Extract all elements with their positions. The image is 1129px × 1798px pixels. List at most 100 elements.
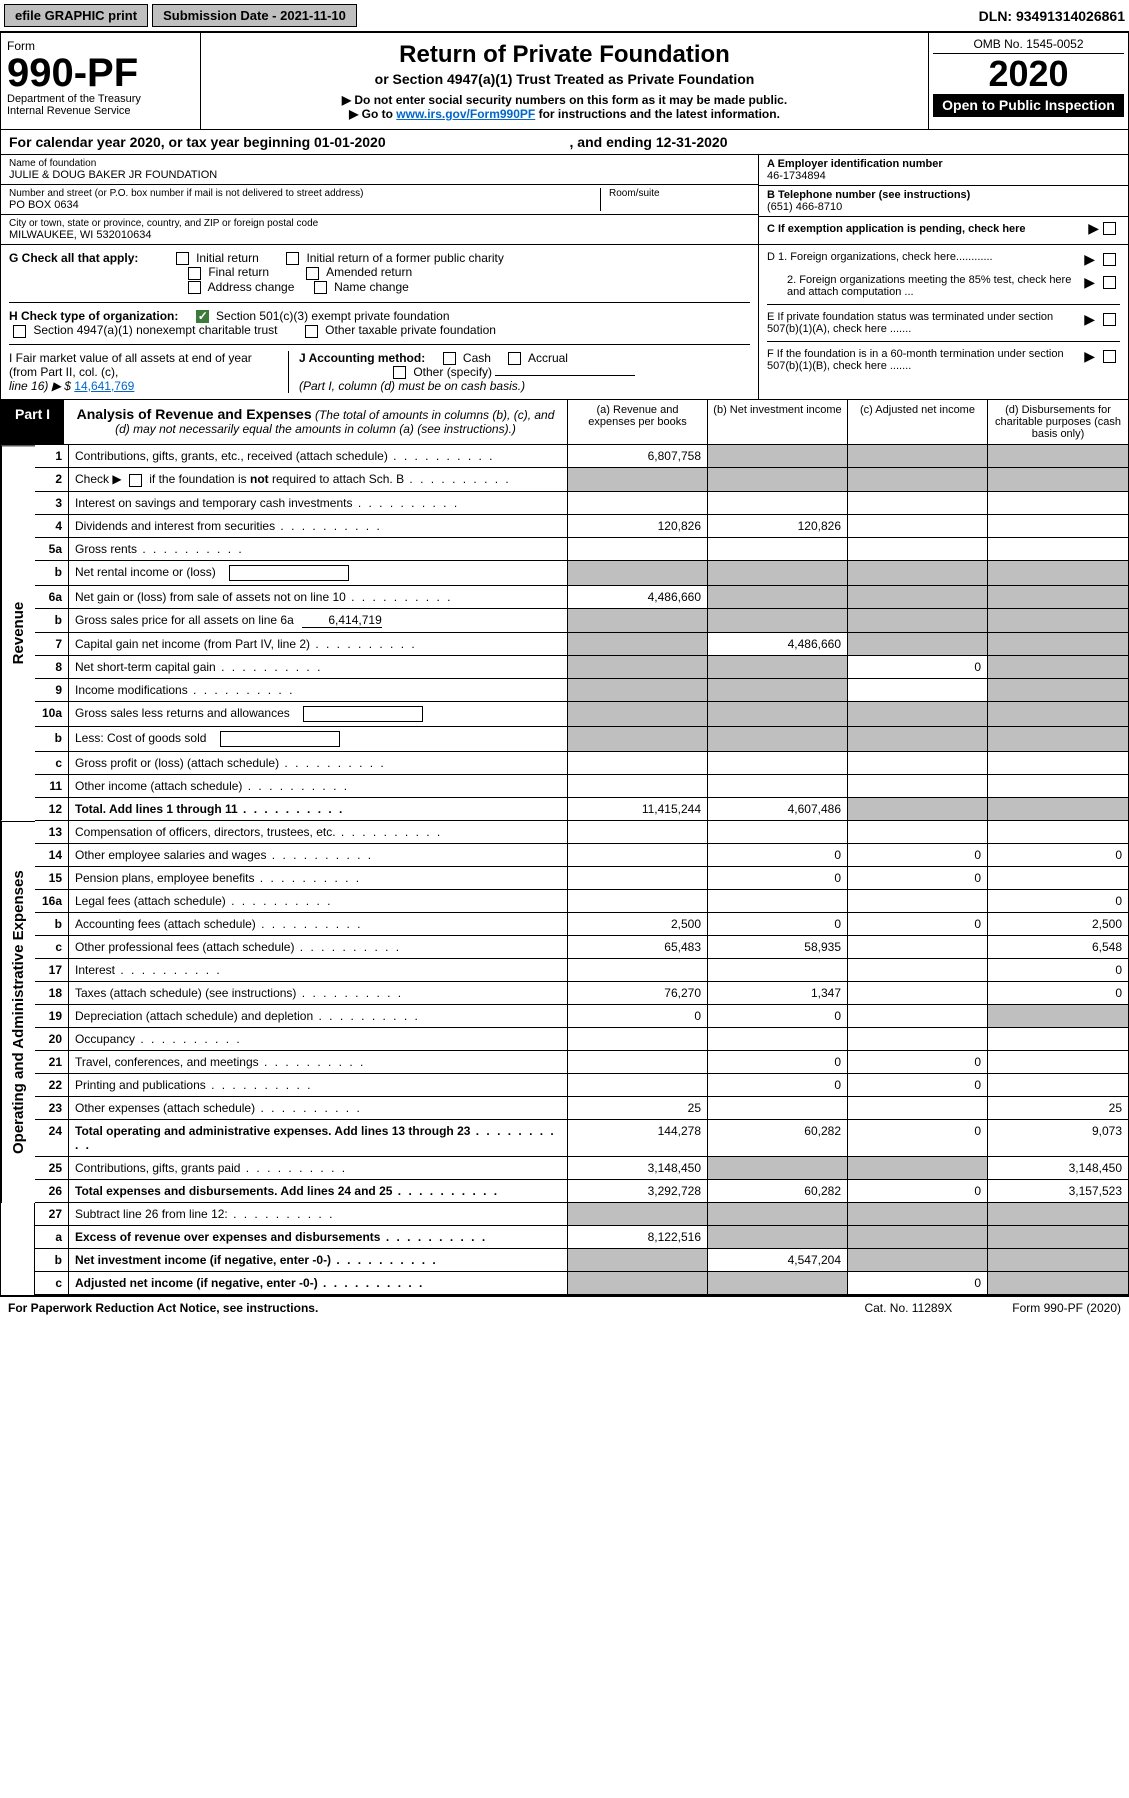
irs-link[interactable]: www.irs.gov/Form990PF [396,107,535,121]
table-row: 8Net short-term capital gain0 [35,656,1128,679]
cell-b [708,890,848,913]
row-num: c [35,752,69,775]
j-accrual-chk[interactable] [508,352,521,365]
table-row: 20Occupancy [35,1028,1128,1051]
cell-c [848,821,988,844]
f-chk[interactable] [1103,350,1116,363]
arrow-icon: ▶ [1084,311,1095,328]
part1-desc: Analysis of Revenue and Expenses (The to… [64,400,567,444]
cell-a [568,656,708,679]
row-num: b [35,727,69,752]
row-num: 16a [35,890,69,913]
year: 2020 [933,54,1124,94]
c-checkbox[interactable] [1103,222,1116,235]
ghij-right: D 1. Foreign organizations, check here..… [758,245,1128,399]
cell-d [988,1249,1128,1272]
row-desc: Occupancy [69,1028,568,1051]
cell-d [988,1074,1128,1097]
title: Return of Private Foundation [209,41,920,69]
ghij-section: G Check all that apply: Initial return I… [0,245,1129,400]
table-row: 15Pension plans, employee benefits00 [35,867,1128,890]
row-desc: Legal fees (attach schedule) [69,890,568,913]
cell-d [988,727,1128,752]
cell-d [988,867,1128,890]
row-num: 13 [35,821,69,844]
h-501c3-chk[interactable] [196,310,209,323]
row-desc: Gross sales price for all assets on line… [69,609,568,633]
j-other-chk[interactable] [393,366,406,379]
row-desc: Total operating and administrative expen… [69,1120,568,1157]
c-cell: C If exemption application is pending, c… [759,217,1128,240]
cell-d [988,1005,1128,1028]
name-val: JULIE & DOUG BAKER JR FOUNDATION [9,169,750,181]
g-former-chk[interactable] [286,252,299,265]
cell-a [568,867,708,890]
cell-c: 0 [848,844,988,867]
row-desc: Excess of revenue over expenses and disb… [69,1226,568,1249]
d2-chk[interactable] [1103,276,1116,289]
row-num: 7 [35,633,69,656]
cell-a: 11,415,244 [568,798,708,821]
name-label: Name of foundation [9,158,750,169]
g-amended-chk[interactable] [306,267,319,280]
d1-chk[interactable] [1103,253,1116,266]
cell-c [848,982,988,1005]
cell-c [848,1028,988,1051]
efile-btn[interactable]: efile GRAPHIC print [4,4,148,27]
row-desc: Net short-term capital gain [69,656,568,679]
g-addr-chk[interactable] [188,281,201,294]
table-row: 1Contributions, gifts, grants, etc., rec… [35,445,1128,468]
cell-c [848,936,988,959]
g-o5: Address change [208,280,295,294]
g-o3: Final return [208,265,269,279]
cell-b [708,775,848,798]
col-a-hdr: (a) Revenue and expenses per books [568,400,708,445]
table-row: 23Other expenses (attach schedule)2525 [35,1097,1128,1120]
footer-l: For Paperwork Reduction Act Notice, see … [8,1301,864,1315]
dept: Department of the Treasury [7,93,194,105]
row-num: 21 [35,1051,69,1074]
cell-c: 0 [848,867,988,890]
cell-a [568,633,708,656]
room-cell: Room/suite [600,188,750,211]
cell-c [848,1203,988,1226]
phone-label: B Telephone number (see instructions) [767,189,1120,201]
row-num: 11 [35,775,69,798]
table-row: 12Total. Add lines 1 through 1111,415,24… [35,798,1128,821]
h-other-chk[interactable] [305,325,318,338]
addr-val: PO BOX 0634 [9,199,600,211]
cell-d: 3,148,450 [988,1157,1128,1180]
table-row: aExcess of revenue over expenses and dis… [35,1226,1128,1249]
cell-a [568,821,708,844]
h-o1: Section 501(c)(3) exempt private foundat… [216,309,449,323]
cell-c: 0 [848,1074,988,1097]
row-desc: Net gain or (loss) from sale of assets n… [69,586,568,609]
cell-d: 0 [988,890,1128,913]
cell-a [568,1249,708,1272]
e-chk[interactable] [1103,313,1116,326]
h-4947-chk[interactable] [13,325,26,338]
footer-r: Form 990-PF (2020) [1012,1301,1121,1315]
f-txt: F If the foundation is in a 60-month ter… [767,348,1084,372]
g-name-chk[interactable] [314,281,327,294]
subtitle: or Section 4947(a)(1) Trust Treated as P… [209,71,920,87]
cell-b [708,1157,848,1180]
i-amt[interactable]: 14,641,769 [74,379,134,393]
cell-d [988,468,1128,491]
g-final-chk[interactable] [188,267,201,280]
cell-c [848,609,988,633]
inst2-pre: ▶ Go to [349,107,396,121]
cy-begin: 01-01-2020 [314,134,386,150]
row-num: 24 [35,1120,69,1157]
cell-d [988,538,1128,561]
cell-d [988,1226,1128,1249]
footer: For Paperwork Reduction Act Notice, see … [0,1296,1129,1319]
cell-a [568,561,708,586]
row-desc: Gross sales less returns and allowances [69,702,568,727]
d2-txt: 2. Foreign organizations meeting the 85%… [767,274,1084,298]
cell-b: 4,486,660 [708,633,848,656]
j-cash-chk[interactable] [443,352,456,365]
j-note: (Part I, column (d) must be on cash basi… [299,379,525,393]
g-initial-chk[interactable] [176,252,189,265]
cell-b [708,1272,848,1295]
